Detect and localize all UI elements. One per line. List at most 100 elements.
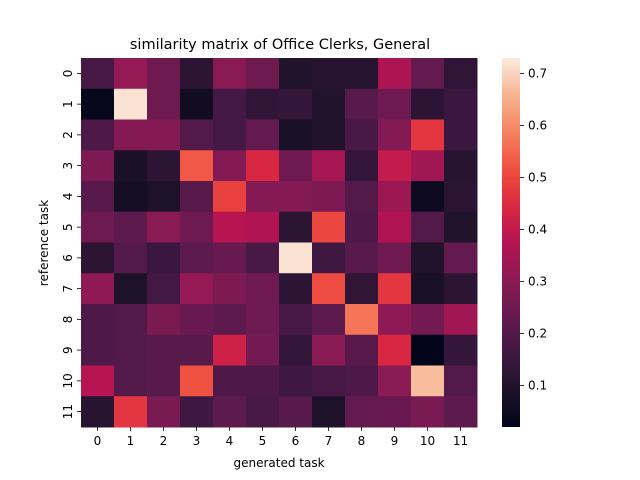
heatmap-cell-r2-c1 xyxy=(114,119,148,151)
heatmap-cell-r10-c11 xyxy=(444,365,478,397)
heatmap-cell-r6-c11 xyxy=(444,242,478,274)
heatmap-cell-r8-c7 xyxy=(312,304,346,336)
heatmap-cell-r4-c3 xyxy=(180,181,214,213)
heatmap-cell-r11-c10 xyxy=(411,396,445,428)
x-tick-label: 8 xyxy=(358,434,366,448)
heatmap-cell-r4-c0 xyxy=(81,181,115,213)
heatmap-cell-r9-c0 xyxy=(81,334,115,366)
heatmap-cell-r7-c2 xyxy=(147,273,181,305)
colorbar-tick-label: 0.5 xyxy=(528,171,547,185)
heatmap-cell-r8-c9 xyxy=(378,304,412,336)
heatmap-cell-r9-c8 xyxy=(345,334,379,366)
heatmap-cell-r11-c11 xyxy=(444,396,478,428)
heatmap-cell-r10-c9 xyxy=(378,365,412,397)
heatmap-cell-r5-c11 xyxy=(444,211,478,243)
heatmap-cell-r7-c0 xyxy=(81,273,115,305)
heatmap-cell-r5-c1 xyxy=(114,211,148,243)
heatmap-cell-r8-c10 xyxy=(411,304,445,336)
heatmap-cell-r1-c5 xyxy=(246,88,280,120)
heatmap-cell-r11-c2 xyxy=(147,396,181,428)
heatmap-cell-r4-c7 xyxy=(312,181,346,213)
heatmap-cell-r1-c8 xyxy=(345,88,379,120)
heatmap-cell-r11-c1 xyxy=(114,396,148,428)
heatmap-cell-r3-c8 xyxy=(345,150,379,182)
heatmap-cell-r1-c9 xyxy=(378,88,412,120)
y-tick-label: 7 xyxy=(61,285,75,293)
heatmap-cell-r1-c3 xyxy=(180,88,214,120)
heatmap-cell-r0-c10 xyxy=(411,58,445,90)
x-tick-label: 11 xyxy=(453,434,468,448)
x-tick-label: 6 xyxy=(292,434,300,448)
heatmap-cell-r3-c5 xyxy=(246,150,280,182)
heatmap-cell-r4-c10 xyxy=(411,181,445,213)
heatmap-cell-r9-c7 xyxy=(312,334,346,366)
heatmap-cell-r9-c2 xyxy=(147,334,181,366)
heatmap-cell-r8-c8 xyxy=(345,304,379,336)
heatmap-cell-r2-c0 xyxy=(81,119,115,151)
heatmap-cell-r4-c11 xyxy=(444,181,478,213)
heatmap-cell-r1-c2 xyxy=(147,88,181,120)
x-tick-label: 4 xyxy=(226,434,234,448)
y-tick-label: 1 xyxy=(61,100,75,108)
y-tick-label: 8 xyxy=(61,316,75,324)
colorbar-tick-label: 0.6 xyxy=(528,119,547,133)
heatmap-cell-r11-c5 xyxy=(246,396,280,428)
heatmap-cell-r0-c2 xyxy=(147,58,181,90)
heatmap-cell-r3-c7 xyxy=(312,150,346,182)
heatmap-cell-r7-c6 xyxy=(279,273,313,305)
heatmap-cell-r7-c10 xyxy=(411,273,445,305)
heatmap-cell-r9-c1 xyxy=(114,334,148,366)
heatmap-cell-r6-c9 xyxy=(378,242,412,274)
heatmap-cell-r8-c5 xyxy=(246,304,280,336)
heatmap-cell-r7-c9 xyxy=(378,273,412,305)
heatmap-cell-r3-c10 xyxy=(411,150,445,182)
heatmap-cell-r11-c9 xyxy=(378,396,412,428)
heatmap-cell-r2-c5 xyxy=(246,119,280,151)
heatmap-cell-r0-c0 xyxy=(81,58,115,90)
heatmap-cell-r1-c1 xyxy=(114,88,148,120)
heatmap-cell-r7-c5 xyxy=(246,273,280,305)
heatmap-cell-r10-c5 xyxy=(246,365,280,397)
heatmap-cell-r5-c4 xyxy=(213,211,247,243)
heatmap-cell-r5-c5 xyxy=(246,211,280,243)
x-tick-label: 10 xyxy=(420,434,435,448)
heatmap-cell-r2-c9 xyxy=(378,119,412,151)
x-tick-label: 3 xyxy=(193,434,201,448)
heatmap-cell-r3-c2 xyxy=(147,150,181,182)
heatmap-cell-r10-c7 xyxy=(312,365,346,397)
x-tick-label: 1 xyxy=(127,434,135,448)
y-axis-label: reference task xyxy=(37,200,51,286)
heatmap-cell-r2-c6 xyxy=(279,119,313,151)
y-tick-label: 6 xyxy=(61,254,75,262)
heatmap-cell-r4-c2 xyxy=(147,181,181,213)
x-axis-ticks: 0 1 2 3 4 5 6 7 8 9 10 11 xyxy=(94,427,468,448)
x-axis-label: generated task xyxy=(233,456,324,470)
heatmap-cell-r4-c8 xyxy=(345,181,379,213)
heatmap-cell-r0-c11 xyxy=(444,58,478,90)
heatmap-cell-r7-c1 xyxy=(114,273,148,305)
heatmap-cell-r9-c3 xyxy=(180,334,214,366)
colorbar-tick-label: 0.7 xyxy=(528,67,547,81)
colorbar-tick-label: 0.1 xyxy=(528,378,547,392)
heatmap-cell-r8-c3 xyxy=(180,304,214,336)
heatmap-cell-r9-c9 xyxy=(378,334,412,366)
heatmap-cell-r10-c6 xyxy=(279,365,313,397)
heatmap-cell-r6-c5 xyxy=(246,242,280,274)
heatmap-cell-r3-c1 xyxy=(114,150,148,182)
heatmap-cell-r3-c3 xyxy=(180,150,214,182)
heatmap-cell-r10-c1 xyxy=(114,365,148,397)
x-tick-label: 0 xyxy=(94,434,102,448)
heatmap-cell-r1-c7 xyxy=(312,88,346,120)
heatmap-cell-r6-c2 xyxy=(147,242,181,274)
heatmap-cell-r9-c4 xyxy=(213,334,247,366)
y-axis-ticks: 0 1 2 3 4 5 6 7 8 9 10 11 xyxy=(61,70,81,419)
heatmap-cell-r10-c0 xyxy=(81,365,115,397)
heatmap-cell-r8-c4 xyxy=(213,304,247,336)
heatmap-cell-r0-c1 xyxy=(114,58,148,90)
chart-title: similarity matrix of Office Clerks, Gene… xyxy=(130,37,430,53)
heatmap-cell-r6-c3 xyxy=(180,242,214,274)
heatmap-cell-r10-c2 xyxy=(147,365,181,397)
heatmap-cell-r8-c6 xyxy=(279,304,313,336)
heatmap-cell-r0-c8 xyxy=(345,58,379,90)
heatmap-cell-r4-c1 xyxy=(114,181,148,213)
